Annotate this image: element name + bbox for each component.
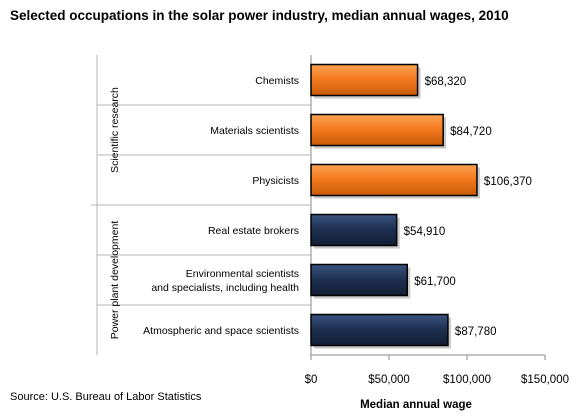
source-note: Source: U.S. Bureau of Labor Statistics bbox=[10, 391, 202, 403]
category-label-line: Physicists bbox=[252, 175, 299, 187]
data-label: $68,320 bbox=[425, 76, 467, 88]
bar[interactable] bbox=[310, 313, 449, 347]
x-tick-label: $50,000 bbox=[368, 374, 410, 386]
category-label: Environmental scientists and specialists,… bbox=[151, 268, 299, 294]
category-label-line: Atmospheric and space scientists bbox=[143, 325, 299, 337]
labels-layer: Chemists $68,320 Materials scientists $84,7… bbox=[10, 75, 569, 411]
group-label: Scientific research bbox=[109, 87, 121, 173]
data-label: $54,910 bbox=[404, 226, 446, 238]
category-label-line: Environmental scientists bbox=[186, 268, 299, 280]
bar[interactable] bbox=[310, 263, 409, 297]
category-label-line: Real estate brokers bbox=[208, 225, 299, 237]
data-label: $87,780 bbox=[455, 326, 497, 338]
category-label: Real estate brokers bbox=[208, 225, 299, 237]
category-label: Chemists bbox=[255, 75, 299, 87]
category-label: Materials scientists bbox=[210, 125, 299, 137]
category-label: Physicists bbox=[252, 175, 299, 187]
data-label: $61,700 bbox=[414, 276, 456, 288]
category-label: Atmospheric and space scientists bbox=[143, 325, 299, 337]
x-tick-label: $100,000 bbox=[443, 374, 491, 386]
bar[interactable] bbox=[310, 213, 398, 247]
group-label: Power plant development bbox=[109, 221, 121, 340]
x-tick-label: $150,000 bbox=[521, 374, 569, 386]
bar[interactable] bbox=[310, 163, 478, 197]
data-label: $106,370 bbox=[484, 176, 532, 188]
category-label-line: and specialists, including health bbox=[151, 282, 299, 294]
bar[interactable] bbox=[310, 113, 444, 147]
data-label: $84,720 bbox=[450, 126, 492, 138]
category-label-line: Chemists bbox=[255, 75, 299, 87]
chart-title: Selected occupations in the solar power … bbox=[10, 8, 509, 23]
x-axis-title: Median annual wage bbox=[360, 399, 472, 411]
x-tick-label: $0 bbox=[305, 374, 318, 386]
bars-layer bbox=[310, 63, 480, 349]
bar[interactable] bbox=[310, 63, 419, 97]
category-label-line: Materials scientists bbox=[210, 125, 299, 137]
axis-lines bbox=[91, 55, 546, 360]
